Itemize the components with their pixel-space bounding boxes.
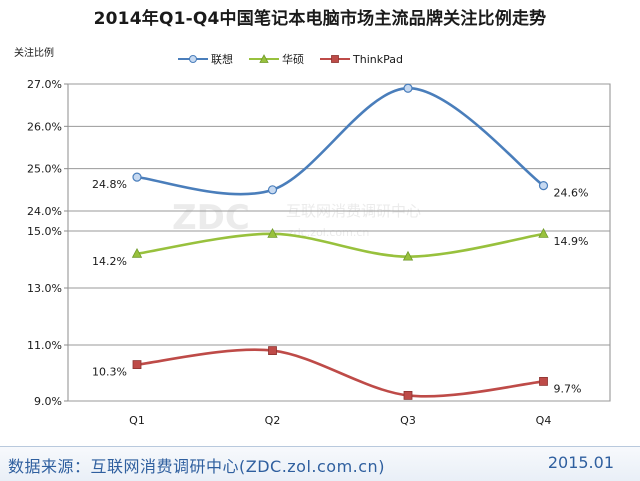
x-tick-label: Q1 bbox=[129, 414, 145, 427]
legend-marker-thinkpad bbox=[320, 55, 350, 63]
x-tick-label: Q2 bbox=[265, 414, 281, 427]
x-tick-label: Q4 bbox=[536, 414, 552, 427]
y-tick-label: 25.0% bbox=[27, 163, 62, 176]
data-label-lenovo: 24.8% bbox=[92, 178, 127, 191]
y-tick-label: 9.0% bbox=[34, 395, 62, 408]
data-point-thinkpad bbox=[539, 376, 548, 386]
data-point-asus bbox=[402, 250, 414, 261]
legend-item-asus: 华硕 bbox=[249, 51, 304, 67]
y-tick-label: 11.0% bbox=[27, 339, 62, 352]
legend-item-thinkpad: ThinkPad bbox=[320, 53, 403, 66]
series-line-asus bbox=[135, 232, 545, 258]
data-point-lenovo bbox=[267, 185, 278, 195]
data-point-lenovo bbox=[538, 181, 549, 191]
y-tick-label: 27.0% bbox=[27, 78, 62, 91]
data-point-lenovo bbox=[403, 83, 413, 93]
legend-label-thinkpad: ThinkPad bbox=[353, 52, 403, 66]
chart-title: 2014年Q1-Q4中国笔记本电脑市场主流品牌关注比例走势 bbox=[93, 9, 547, 29]
y-axis-label: 关注比例 bbox=[14, 48, 54, 59]
legend: 联想 华硕 ThinkPad bbox=[178, 50, 419, 68]
data-point-asus bbox=[267, 227, 278, 238]
y-tick-label: 24.0% bbox=[27, 205, 62, 218]
data-label-asus: 14.2% bbox=[92, 255, 127, 268]
data-label-asus: 14.9% bbox=[554, 235, 589, 248]
series-line-thinkpad bbox=[135, 348, 545, 398]
series-line-lenovo bbox=[135, 86, 545, 196]
y-tick-label: 26.0% bbox=[27, 120, 62, 133]
data-source: 数据来源：互联网消费调研中心(ZDC.zol.com.cn) bbox=[8, 457, 385, 476]
y-tick-label: 13.0% bbox=[27, 282, 62, 295]
watermark-logo: ZDC bbox=[172, 198, 250, 238]
footer-date: 2015.01 bbox=[547, 453, 614, 472]
plot-frame bbox=[67, 83, 611, 402]
legend-marker-lenovo bbox=[178, 55, 208, 63]
data-point-asus bbox=[538, 227, 549, 238]
data-point-asus bbox=[131, 247, 143, 258]
data-point-thinkpad bbox=[132, 360, 142, 370]
data-point-lenovo bbox=[132, 172, 142, 182]
data-point-thinkpad bbox=[268, 346, 277, 356]
legend-label-lenovo: 联想 bbox=[211, 53, 233, 66]
x-tick-label: Q3 bbox=[400, 414, 416, 427]
legend-item-lenovo: 联想 bbox=[178, 51, 233, 67]
watermark-url: zdc.zol.com.cn bbox=[288, 226, 369, 239]
data-label-thinkpad: 9.7% bbox=[554, 382, 582, 395]
data-label-lenovo: 24.6% bbox=[554, 187, 589, 200]
data-point-thinkpad bbox=[403, 390, 413, 400]
y-tick-label: 15.0% bbox=[27, 225, 62, 238]
footer-bar: 数据来源：互联网消费调研中心(ZDC.zol.com.cn) 2015.01 bbox=[0, 446, 640, 481]
data-label-thinkpad: 10.3% bbox=[92, 366, 127, 379]
legend-marker-asus bbox=[249, 54, 279, 63]
legend-label-asus: 华硕 bbox=[282, 53, 304, 66]
